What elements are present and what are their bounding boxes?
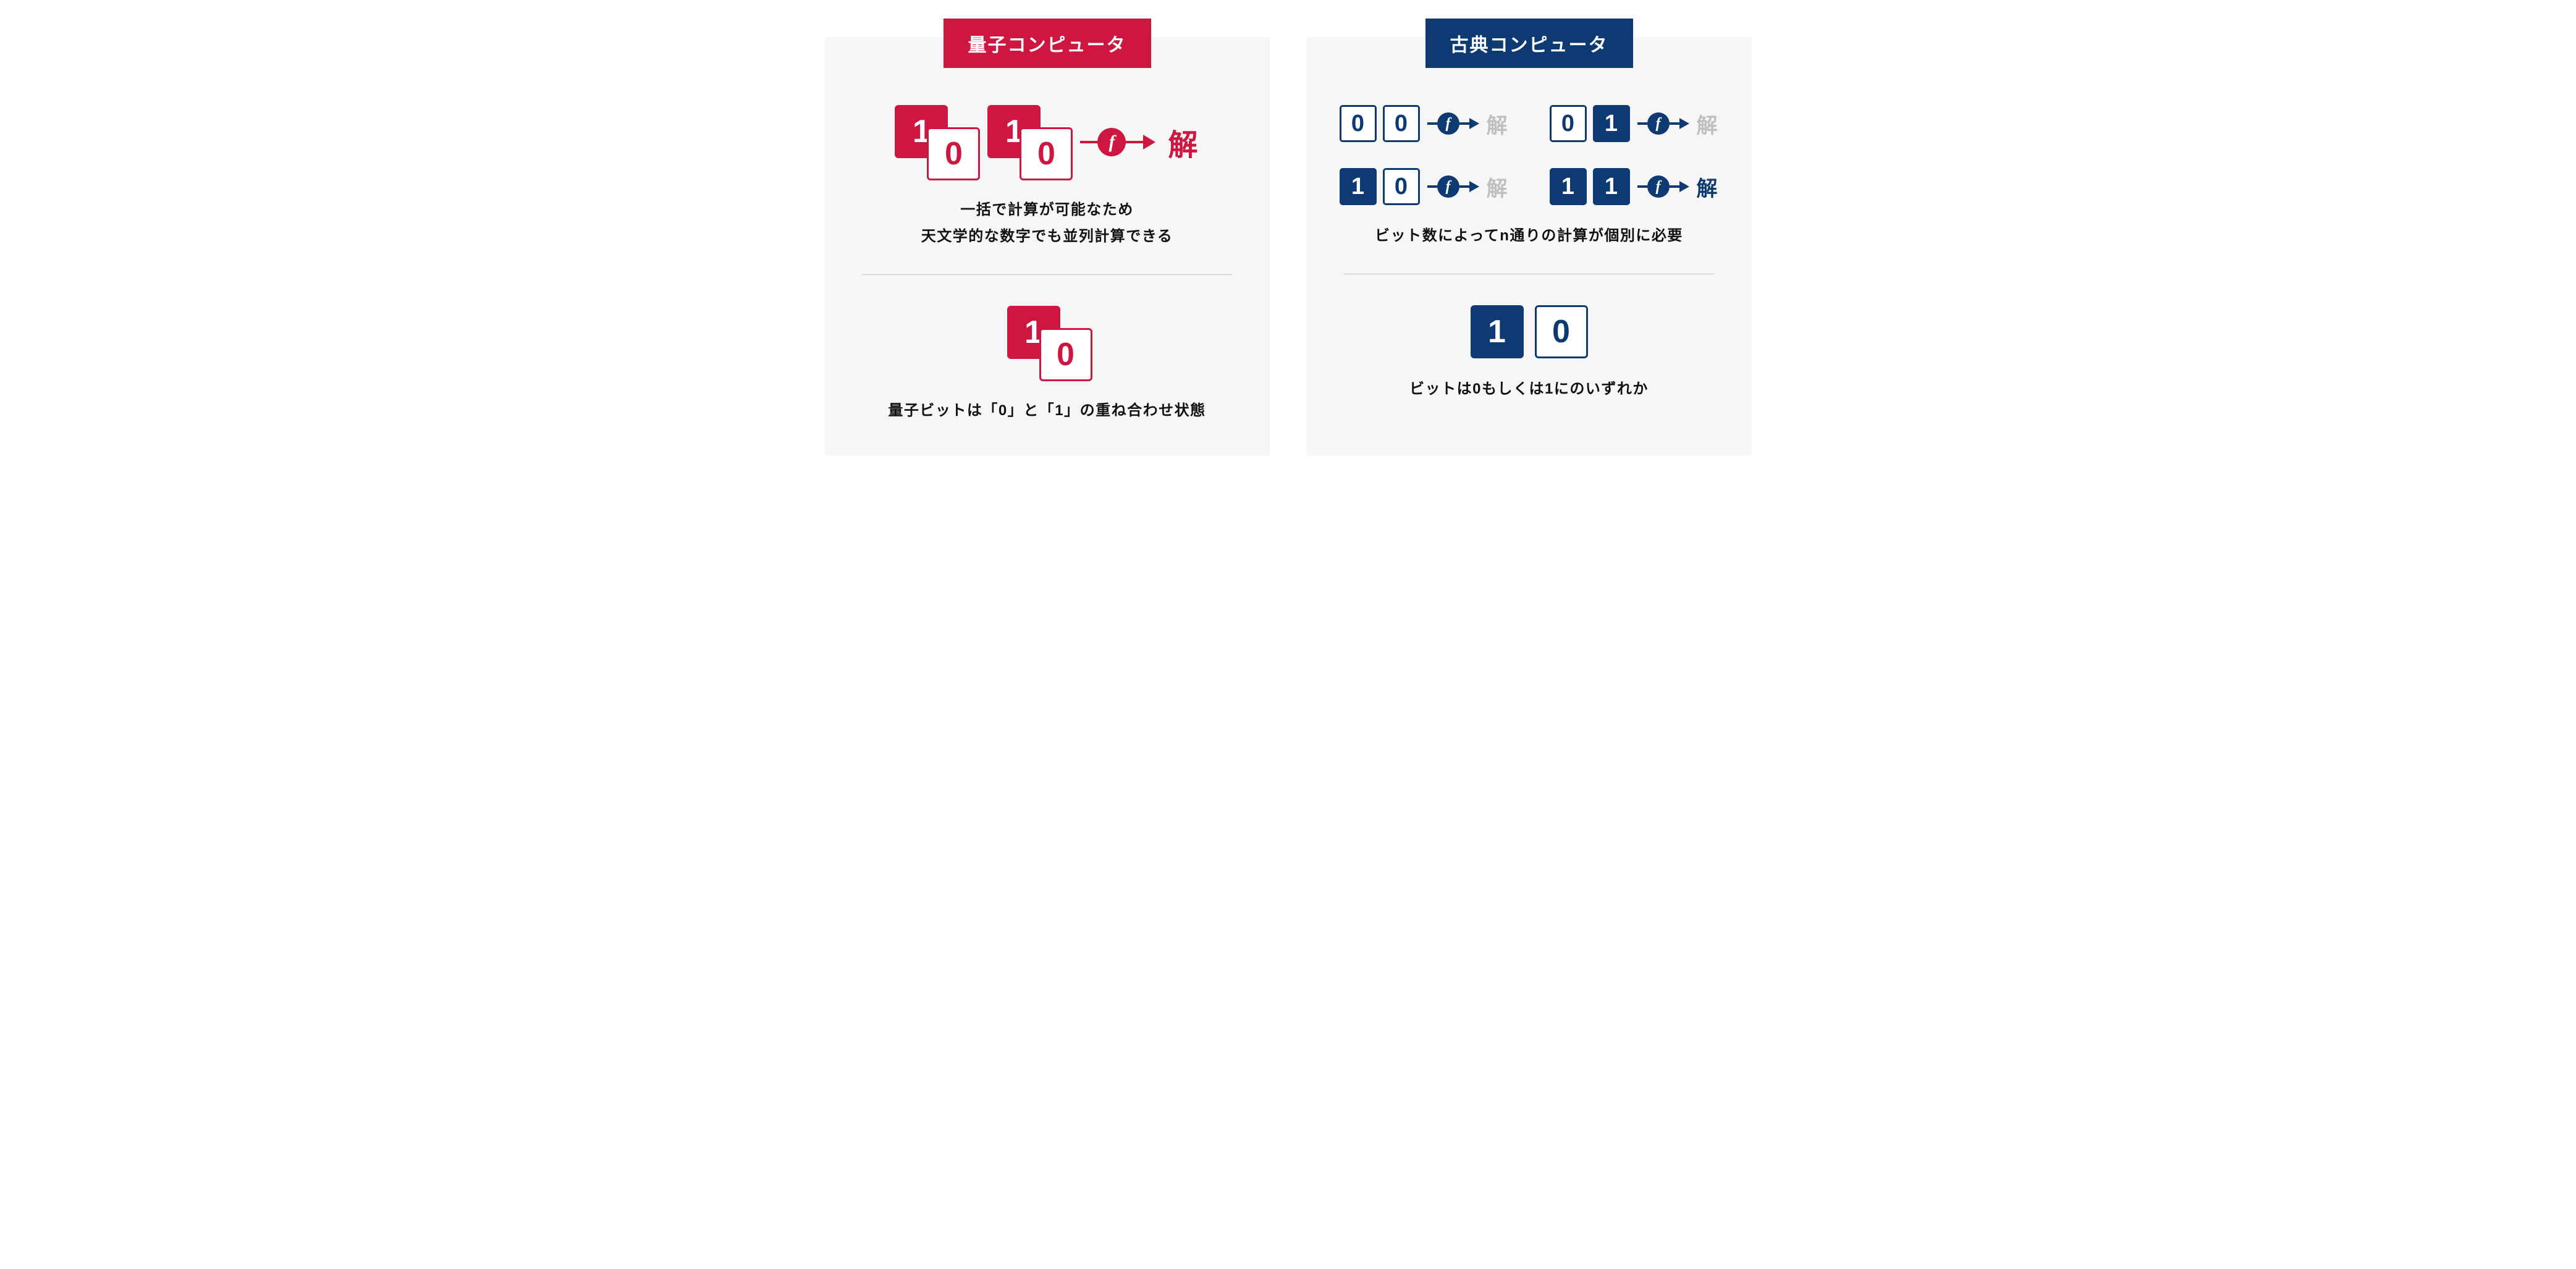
arrowhead-icon bbox=[1679, 181, 1689, 192]
bit-tile-a: 0 bbox=[1340, 105, 1377, 142]
arrow-segment-icon bbox=[1459, 122, 1469, 125]
classical-arrow: f bbox=[1427, 175, 1479, 198]
bit-tile-b: 1 bbox=[1593, 168, 1630, 205]
qubit-pair-2: 1 0 bbox=[987, 105, 1068, 179]
bit-tile-b: 1 bbox=[1593, 105, 1630, 142]
f-operator-icon: f bbox=[1437, 112, 1459, 135]
arrow-segment-icon bbox=[1459, 185, 1469, 188]
arrow-segment-icon bbox=[1080, 141, 1097, 143]
quantum-result: 解 bbox=[1168, 120, 1199, 164]
bit-pair: 11 bbox=[1550, 168, 1630, 205]
qubit-1-front: 0 bbox=[927, 127, 980, 180]
f-operator-icon: f bbox=[1647, 175, 1670, 198]
f-operator-icon: f bbox=[1437, 175, 1459, 198]
arrow-segment-icon bbox=[1637, 122, 1647, 125]
classical-result-answer: 解 bbox=[1697, 172, 1719, 202]
classical-combo-0: 00f解 bbox=[1340, 105, 1509, 142]
classical-result: 解 bbox=[1697, 109, 1719, 139]
f-operator-icon: f bbox=[1097, 128, 1126, 156]
classical-combo-3: 11f解 bbox=[1550, 168, 1719, 205]
bit-tile-a: 1 bbox=[1340, 168, 1377, 205]
arrow-segment-icon bbox=[1637, 185, 1647, 188]
classical-bit-0: 1 bbox=[1471, 305, 1524, 358]
bit-pair: 00 bbox=[1340, 105, 1420, 142]
bit-tile-b: 0 bbox=[1383, 105, 1420, 142]
arrow-segment-icon bbox=[1670, 122, 1679, 125]
arrow-segment-icon bbox=[1427, 185, 1437, 188]
classical-arrow: f bbox=[1637, 112, 1689, 135]
classical-bits: 10 bbox=[1332, 305, 1727, 358]
arrowhead-icon bbox=[1469, 181, 1479, 192]
qubit-state: 1 0 bbox=[1007, 306, 1087, 380]
classical-bottom-section: 10 ビットは0もしくは1にのいずれか bbox=[1332, 274, 1727, 402]
quantum-top-caption: 一括で計算が可能なため 天文学的な数字でも並列計算できる bbox=[850, 196, 1245, 250]
bit-tile-b: 0 bbox=[1383, 168, 1420, 205]
bit-pair: 01 bbox=[1550, 105, 1630, 142]
quantum-panel: 量子コンピュータ 1 0 1 0 f 解 一括で bbox=[825, 37, 1270, 455]
quantum-arrow: f bbox=[1080, 128, 1155, 156]
classical-combo-2: 10f解 bbox=[1340, 168, 1509, 205]
arrowhead-icon bbox=[1679, 118, 1689, 129]
quantum-bottom-caption: 量子ビットは「0」と「1」の重ね合わせ状態 bbox=[850, 397, 1245, 424]
bit-pair: 10 bbox=[1340, 168, 1420, 205]
classical-result: 解 bbox=[1487, 172, 1509, 202]
qubit-2-front: 0 bbox=[1020, 127, 1073, 180]
bit-tile-a: 0 bbox=[1550, 105, 1587, 142]
classical-grid: 00f解01f解10f解11f解 bbox=[1332, 105, 1727, 205]
classical-panel: 古典コンピュータ 00f解01f解10f解11f解 ビット数によってn通りの計算… bbox=[1307, 37, 1752, 455]
classical-bottom-caption: ビットは0もしくは1にのいずれか bbox=[1332, 376, 1727, 402]
quantum-bottom-section: 1 0 量子ビットは「0」と「1」の重ね合わせ状態 bbox=[850, 275, 1245, 424]
arrow-segment-icon bbox=[1427, 122, 1437, 125]
arrow-segment-icon bbox=[1126, 141, 1143, 143]
quantum-header: 量子コンピュータ bbox=[944, 19, 1151, 68]
qubit-pair-1: 1 0 bbox=[895, 105, 975, 179]
classical-result: 解 bbox=[1487, 109, 1509, 139]
comparison-wrap: 量子コンピュータ 1 0 1 0 f 解 一括で bbox=[0, 0, 2576, 511]
quantum-top-section: 1 0 1 0 f 解 一括で計算が可能なため 天文学的な数字でも並列計算できる bbox=[850, 86, 1245, 274]
bit-tile-a: 1 bbox=[1550, 168, 1587, 205]
qubit-state-front: 0 bbox=[1039, 328, 1092, 381]
classical-arrow: f bbox=[1637, 175, 1689, 198]
f-operator-icon: f bbox=[1647, 112, 1670, 135]
classical-combo-1: 01f解 bbox=[1550, 105, 1719, 142]
arrowhead-icon bbox=[1469, 118, 1479, 129]
arrow-segment-icon bbox=[1670, 185, 1679, 188]
arrowhead-icon bbox=[1143, 135, 1155, 150]
classical-bit-1: 0 bbox=[1535, 305, 1588, 358]
quantum-process-row: 1 0 1 0 f 解 bbox=[850, 105, 1245, 179]
classical-top-section: 00f解01f解10f解11f解 ビット数によってn通りの計算が個別に必要 bbox=[1332, 86, 1727, 274]
classical-arrow: f bbox=[1427, 112, 1479, 135]
classical-top-caption: ビット数によってn通りの計算が個別に必要 bbox=[1332, 222, 1727, 249]
classical-header: 古典コンピュータ bbox=[1425, 19, 1633, 68]
